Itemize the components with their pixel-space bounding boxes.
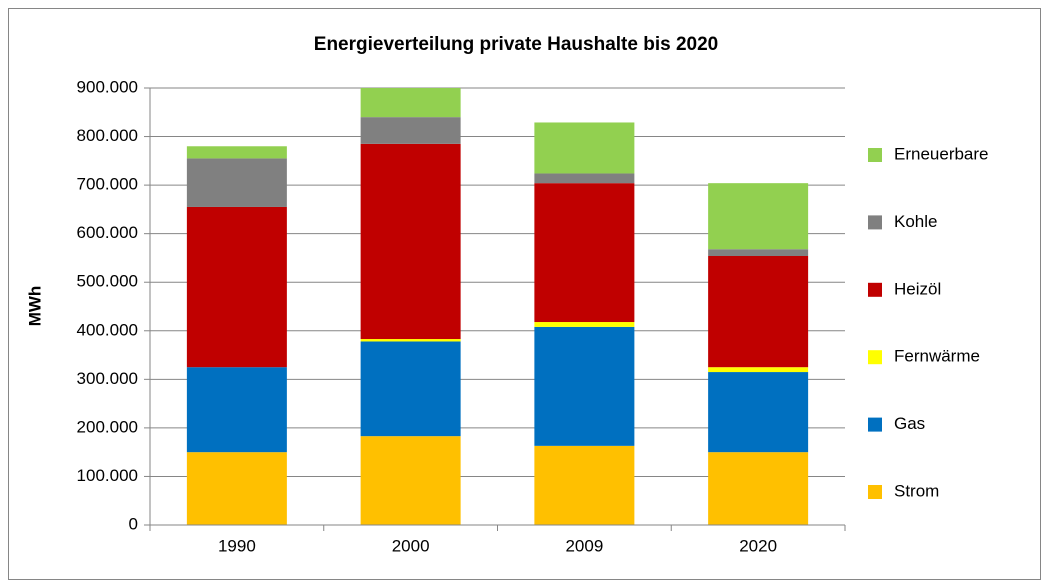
bar-segment	[186, 367, 287, 453]
bar-segment	[186, 206, 287, 368]
bar-segment	[708, 367, 809, 373]
legend-label: Heizöl	[894, 279, 941, 298]
y-axis-label: MWh	[25, 286, 44, 327]
bar-segment	[360, 117, 461, 144]
bar-segment	[186, 452, 287, 525]
bar-segment	[534, 173, 635, 184]
bar-segment	[186, 146, 287, 159]
y-tick-label: 600.000	[77, 223, 138, 242]
y-tick-label: 300.000	[77, 369, 138, 388]
bar-segment	[534, 183, 635, 323]
chart-border	[8, 8, 1041, 580]
legend-label: Gas	[894, 414, 925, 433]
bar-segment	[534, 122, 635, 174]
y-tick-label: 900.000	[77, 77, 138, 96]
bar-segment	[708, 249, 809, 257]
chart-title: Energieverteilung private Haushalte bis …	[314, 34, 718, 55]
legend-label: Strom	[894, 481, 939, 500]
y-tick-label: 200.000	[77, 417, 138, 436]
x-tick-label: 1990	[218, 536, 256, 555]
bar-segment	[360, 143, 461, 340]
bar-segment	[708, 183, 809, 250]
x-tick-label: 2020	[739, 536, 777, 555]
y-tick-label: 700.000	[77, 175, 138, 194]
bar-segment	[360, 341, 461, 437]
legend-swatch	[868, 282, 882, 297]
y-tick-label: 400.000	[77, 320, 138, 339]
bar-segment	[534, 322, 635, 327]
y-tick-label: 800.000	[77, 126, 138, 145]
y-tick-label: 500.000	[77, 272, 138, 291]
legend-swatch	[868, 148, 882, 162]
legend-label: Fernwärme	[894, 347, 980, 366]
bar-segment	[360, 339, 461, 342]
legend-label: Kohle	[894, 212, 937, 231]
legend-swatch	[868, 417, 882, 432]
y-tick-label: 0	[129, 514, 138, 533]
bar-segment	[360, 88, 461, 118]
bar-segment	[360, 436, 461, 525]
bar-segment	[186, 158, 287, 207]
legend-swatch	[868, 215, 882, 230]
x-tick-label: 2000	[392, 536, 430, 555]
bar-segment	[534, 445, 635, 525]
legend-swatch	[868, 350, 882, 365]
y-tick-label: 100.000	[77, 466, 138, 485]
bar-segment	[534, 326, 635, 446]
bar-segment	[708, 452, 809, 525]
legend-swatch	[868, 485, 882, 499]
legend-label: Erneuerbare	[894, 144, 989, 163]
x-tick-label: 2009	[565, 536, 603, 555]
bar-segment	[708, 372, 809, 453]
bar-segment	[708, 256, 809, 368]
